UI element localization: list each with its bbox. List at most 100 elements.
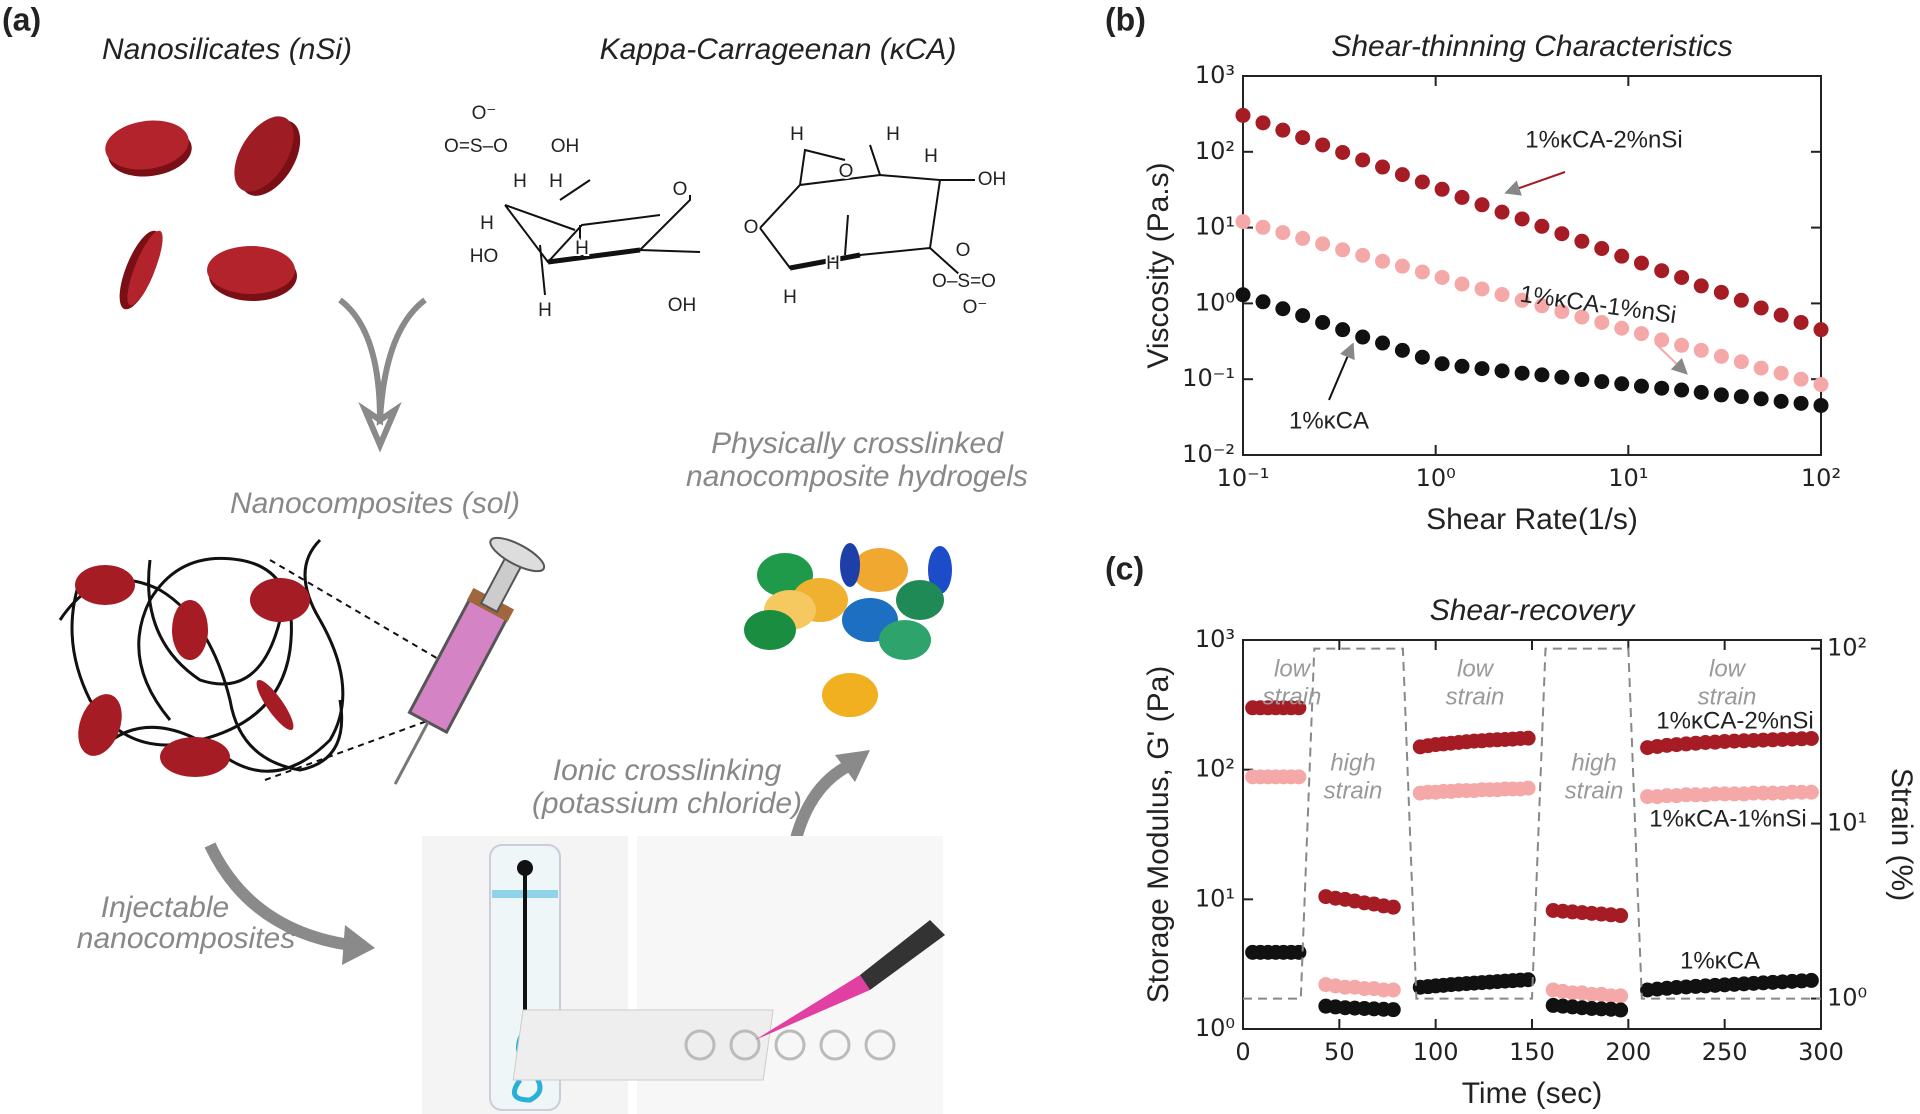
data-point — [1355, 152, 1371, 168]
data-point — [1291, 769, 1307, 785]
y-tick-label: 10⁻² — [1182, 440, 1235, 468]
data-point — [1291, 944, 1307, 960]
data-point — [1315, 236, 1331, 252]
atom-label: OH — [668, 295, 697, 316]
data-point — [1474, 281, 1490, 297]
x-tick-label: 50 — [1324, 1038, 1355, 1066]
data-point — [1514, 211, 1530, 227]
atom-label: O — [673, 179, 688, 200]
data-point — [1394, 167, 1410, 183]
strain-line — [1243, 647, 1821, 1000]
y-tick-label: 10³ — [1195, 625, 1235, 653]
data-point — [1574, 309, 1590, 325]
atom-label: O — [744, 217, 759, 238]
x-tick-label: 250 — [1702, 1038, 1748, 1066]
label-arrow — [1504, 171, 1566, 196]
annotation: low — [1709, 655, 1747, 682]
atom-label: O — [839, 161, 854, 182]
data-point — [1414, 264, 1430, 280]
data-point — [1335, 322, 1351, 338]
atom-label: H — [549, 171, 563, 192]
atom-label: H — [783, 287, 797, 308]
atom-label: H — [886, 124, 900, 145]
data-point — [1255, 294, 1271, 310]
data-point — [1803, 730, 1819, 746]
data-point — [1385, 899, 1401, 915]
panel-label: (c) — [1105, 550, 1144, 586]
data-point — [1235, 214, 1251, 230]
y-tick-label: 10³ — [1195, 61, 1235, 89]
data-point — [1275, 301, 1291, 317]
data-point — [1474, 361, 1490, 377]
data-point — [1291, 700, 1307, 716]
label: Ionic crosslinking — [553, 754, 782, 787]
x-tick-label: 150 — [1509, 1038, 1555, 1066]
x-axis-label: Time (sec) — [1462, 1077, 1603, 1110]
atom-label: HO — [470, 246, 499, 267]
data-point — [1693, 384, 1709, 400]
atom-label: O=S–O — [444, 136, 508, 157]
label: (potassium chloride) — [532, 787, 802, 820]
atom-label: H — [575, 238, 589, 259]
data-point — [1773, 307, 1789, 323]
data-point — [1235, 107, 1251, 123]
hydrogels-photo — [744, 543, 952, 717]
y-tick-label: 10² — [1195, 755, 1235, 783]
data-point — [1803, 784, 1819, 800]
data-point — [1554, 369, 1570, 385]
data-point — [1813, 377, 1829, 393]
label-arrow — [1328, 342, 1355, 401]
data-point — [1434, 269, 1450, 285]
data-point — [1385, 982, 1401, 998]
data-point — [1315, 314, 1331, 330]
data-point — [1514, 365, 1530, 381]
data-point — [1434, 181, 1450, 197]
data-point — [1375, 335, 1391, 351]
y-tick-label: 10¹ — [1195, 213, 1235, 241]
data-point — [1633, 378, 1649, 394]
data-point — [1494, 363, 1510, 379]
data-point — [1454, 358, 1470, 374]
atom-label: OH — [551, 136, 580, 157]
atom-label: H — [538, 300, 552, 321]
data-point — [1315, 137, 1331, 153]
heading: Nanosilicates (nSi) — [102, 33, 352, 66]
data-point — [1534, 367, 1550, 383]
x-tick-label: 100 — [1413, 1038, 1459, 1066]
data-point — [1375, 159, 1391, 175]
y2-axis-label: Strain (%) — [1885, 768, 1918, 901]
atom-label: H — [790, 124, 804, 145]
y-tick-label: 10⁰ — [1195, 1014, 1235, 1042]
data-point — [1813, 322, 1829, 338]
data-point — [1235, 287, 1251, 303]
data-point — [1534, 298, 1550, 314]
discs — [105, 116, 301, 310]
chart-title: Shear-recovery — [1430, 594, 1637, 627]
data-point — [1693, 342, 1709, 358]
data-point — [1674, 269, 1690, 285]
atom-label: OH — [978, 169, 1007, 190]
label: Nanocomposites (sol) — [230, 487, 520, 520]
data-point — [1594, 374, 1610, 390]
annotation: low — [1457, 655, 1495, 682]
structure — [504, 144, 975, 296]
data-point — [1753, 391, 1769, 407]
annotation: high — [1571, 749, 1616, 776]
plot-frame — [1242, 75, 1822, 456]
data-point — [1494, 287, 1510, 303]
y2-tick-label: 10² — [1827, 634, 1867, 662]
data-point — [1520, 780, 1536, 796]
atom-label: H — [480, 213, 494, 234]
series-label: 1%κCA-2%nSi — [1656, 707, 1813, 734]
data-point — [1614, 248, 1630, 264]
data-point — [1654, 332, 1670, 348]
y2-tick-label: 10⁰ — [1827, 984, 1867, 1012]
data-point — [1654, 380, 1670, 396]
data-point — [1355, 329, 1371, 345]
data-point — [1614, 376, 1630, 392]
data-point — [1414, 174, 1430, 190]
chart-title: Shear-thinning Characteristics — [1331, 30, 1732, 63]
y-axis-label: Storage Modulus, G' (Pa) — [1142, 666, 1175, 1004]
series-label: 1%κCA-1%nSi — [1649, 805, 1806, 832]
data-point — [1613, 988, 1629, 1004]
